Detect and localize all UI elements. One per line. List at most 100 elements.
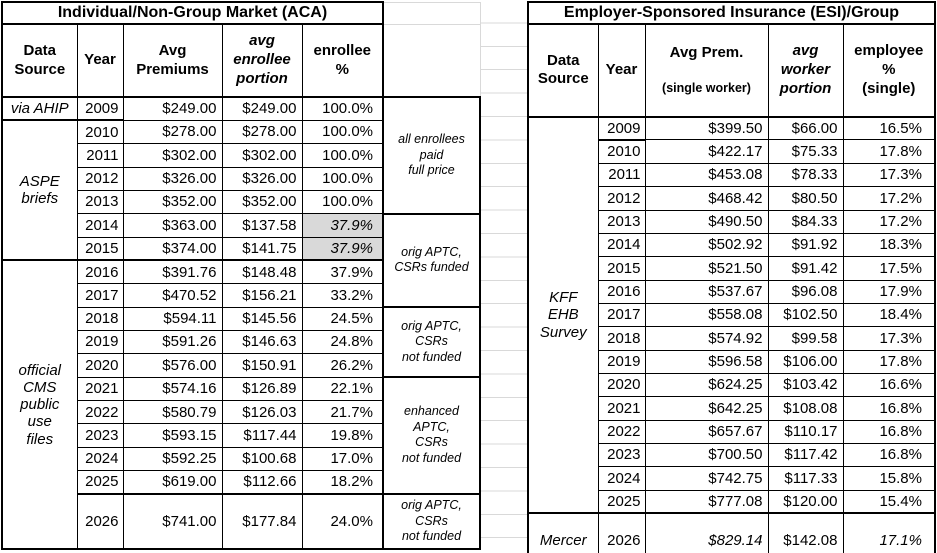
portion-cell[interactable]: $112.66 (221, 469, 303, 495)
percent-cell[interactable]: 100.0% (301, 119, 384, 145)
data-source-cell[interactable]: official CMS public use files (1, 259, 78, 550)
col-header-avg-enrollee-portion[interactable]: avg enrollee portion (221, 23, 303, 98)
portion-cell[interactable]: $80.50 (767, 186, 844, 211)
portion-cell[interactable]: $126.03 (221, 399, 303, 425)
percent-cell[interactable]: 16.5% (842, 116, 936, 141)
premium-cell[interactable]: $594.11 (122, 306, 223, 331)
premium-cell[interactable]: $363.00 (122, 213, 223, 238)
portion-cell[interactable]: $137.58 (221, 213, 303, 238)
premium-cell[interactable]: $249.00 (122, 96, 223, 121)
year-cell[interactable]: 2018 (597, 326, 646, 351)
portion-cell[interactable]: $66.00 (767, 116, 844, 141)
year-cell[interactable]: 2013 (76, 189, 124, 215)
percent-cell-highlighted[interactable]: 37.9% (301, 236, 384, 261)
percent-cell[interactable]: 17.8% (842, 139, 936, 164)
percent-cell[interactable]: 24.5% (301, 306, 384, 331)
percent-cell[interactable]: 19.8% (301, 423, 384, 448)
premium-cell[interactable]: $657.67 (644, 419, 769, 444)
portion-cell[interactable]: $117.44 (221, 423, 303, 448)
portion-cell[interactable]: $156.21 (221, 283, 303, 308)
annotation-cell[interactable]: orig APTC, CSRs not funded (382, 306, 481, 379)
year-cell[interactable]: 2023 (76, 423, 124, 448)
premium-cell[interactable]: $391.76 (122, 259, 223, 285)
year-cell[interactable]: 2025 (597, 489, 646, 514)
percent-cell[interactable]: 17.2% (842, 186, 936, 211)
percent-cell[interactable]: 37.9% (301, 259, 384, 285)
premium-cell[interactable]: $580.79 (122, 399, 223, 425)
premium-cell[interactable]: $576.00 (122, 353, 223, 378)
esi-table-title[interactable]: Employer-Sponsored Insurance (ESI)/Group (527, 1, 936, 25)
year-cell[interactable]: 2024 (597, 466, 646, 491)
year-cell[interactable]: 2019 (76, 329, 124, 355)
percent-cell[interactable]: 17.1% (842, 512, 936, 553)
year-cell[interactable]: 2015 (597, 256, 646, 281)
portion-cell[interactable]: $78.33 (767, 162, 844, 188)
year-cell[interactable]: 2014 (597, 232, 646, 258)
premium-cell[interactable]: $742.75 (644, 466, 769, 491)
aca-table-title[interactable]: Individual/Non-Group Market (ACA) (1, 1, 384, 25)
year-cell[interactable]: 2016 (597, 279, 646, 304)
percent-cell[interactable]: 100.0% (301, 143, 384, 168)
portion-cell[interactable]: $103.42 (767, 372, 844, 398)
percent-cell[interactable]: 17.5% (842, 256, 936, 281)
percent-cell[interactable]: 15.8% (842, 466, 936, 491)
premium-cell[interactable]: $592.25 (122, 446, 223, 472)
col-header-avg-premiums[interactable]: Avg Premiums (122, 23, 223, 98)
premium-cell[interactable]: $596.58 (644, 349, 769, 374)
year-cell[interactable]: 2019 (597, 349, 646, 374)
percent-cell[interactable]: 17.3% (842, 326, 936, 351)
year-cell[interactable]: 2011 (76, 143, 124, 168)
year-cell[interactable]: 2018 (76, 306, 124, 331)
year-cell[interactable]: 2009 (597, 116, 646, 141)
portion-cell[interactable]: $106.00 (767, 349, 844, 374)
portion-cell[interactable]: $117.42 (767, 442, 844, 468)
year-cell[interactable]: 2020 (597, 372, 646, 398)
portion-cell[interactable]: $117.33 (767, 466, 844, 491)
col-header-avg-prem[interactable]: Avg Prem. (single worker) (644, 23, 769, 118)
portion-cell[interactable]: $142.08 (767, 512, 844, 553)
premium-cell[interactable]: $278.00 (122, 119, 223, 145)
portion-cell[interactable]: $91.92 (767, 232, 844, 258)
portion-cell[interactable]: $145.56 (221, 306, 303, 331)
annotation-cell[interactable]: orig APTC, CSRs funded (382, 212, 481, 309)
percent-cell[interactable]: 17.0% (301, 446, 384, 472)
portion-cell[interactable]: $126.89 (221, 376, 303, 401)
premium-cell[interactable]: $352.00 (122, 189, 223, 215)
premium-cell[interactable]: $326.00 (122, 166, 223, 191)
percent-cell-highlighted[interactable]: 37.9% (301, 213, 384, 238)
year-cell[interactable]: 2016 (76, 259, 124, 285)
annotation-cell[interactable]: orig APTC, CSRs not funded (382, 492, 481, 550)
percent-cell[interactable]: 15.4% (842, 489, 936, 514)
premium-cell[interactable]: $624.25 (644, 372, 769, 398)
percent-cell[interactable]: 18.3% (842, 232, 936, 258)
year-cell[interactable]: 2012 (597, 186, 646, 211)
percent-cell[interactable]: 18.4% (842, 302, 936, 328)
percent-cell[interactable]: 16.6% (842, 372, 936, 398)
percent-cell[interactable]: 100.0% (301, 166, 384, 191)
premium-cell[interactable]: $741.00 (122, 492, 223, 550)
annotation-cell[interactable]: enhanced APTC, CSRs not funded (382, 376, 481, 495)
portion-cell[interactable]: $148.48 (221, 259, 303, 285)
year-cell[interactable]: 2026 (76, 492, 124, 550)
portion-cell[interactable]: $249.00 (221, 96, 303, 121)
premium-cell[interactable]: $502.92 (644, 232, 769, 258)
data-source-cell[interactable]: Mercer (527, 512, 599, 553)
year-cell[interactable]: 2013 (597, 209, 646, 234)
data-source-cell[interactable]: KFF EHB Survey (527, 116, 599, 514)
year-cell[interactable]: 2021 (76, 376, 124, 401)
premium-cell[interactable]: $468.42 (644, 186, 769, 211)
year-cell[interactable]: 2020 (76, 353, 124, 378)
premium-cell[interactable]: $490.50 (644, 209, 769, 234)
percent-cell[interactable]: 16.8% (842, 419, 936, 444)
percent-cell[interactable]: 17.9% (842, 279, 936, 304)
portion-cell[interactable]: $96.08 (767, 279, 844, 304)
percent-cell[interactable]: 26.2% (301, 353, 384, 378)
percent-cell[interactable]: 18.2% (301, 469, 384, 495)
portion-cell[interactable]: $150.91 (221, 353, 303, 378)
portion-cell[interactable]: $100.68 (221, 446, 303, 472)
percent-cell[interactable]: 17.2% (842, 209, 936, 234)
year-cell[interactable]: 2017 (76, 283, 124, 308)
year-cell[interactable]: 2010 (76, 119, 124, 145)
percent-cell[interactable]: 16.8% (842, 396, 936, 421)
year-cell[interactable]: 2023 (597, 442, 646, 468)
